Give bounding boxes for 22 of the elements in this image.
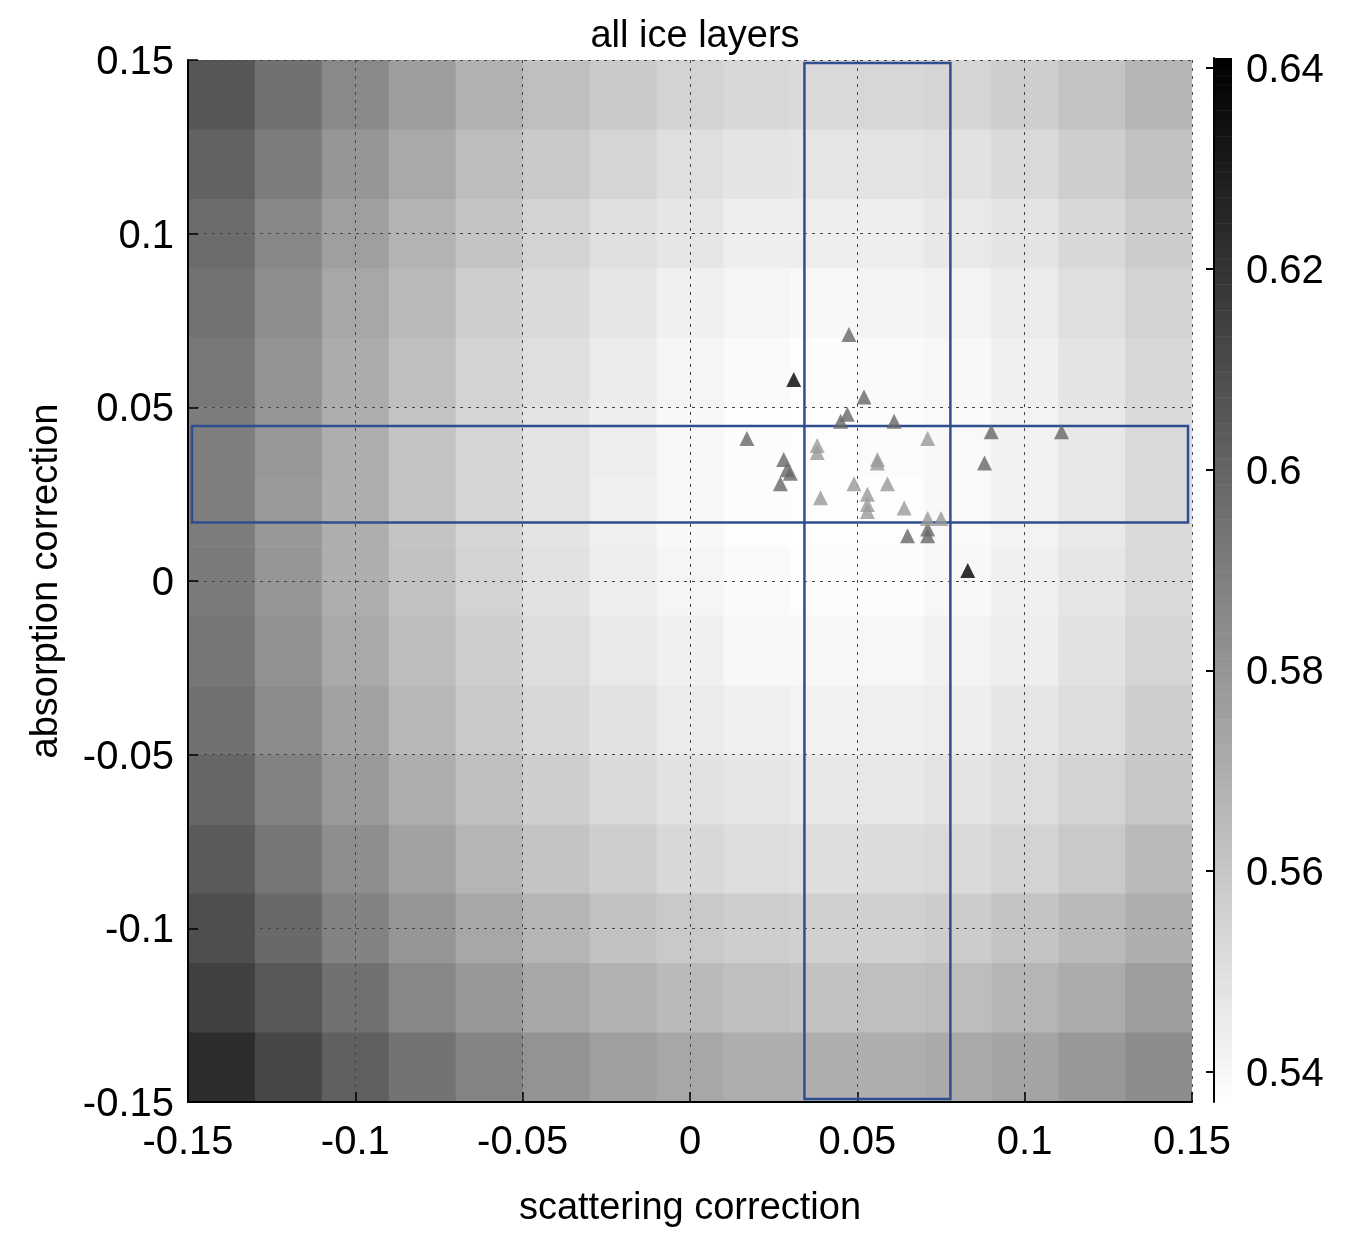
color-bar-label: 0.62 bbox=[1246, 246, 1324, 291]
color-bar-label: 0.6 bbox=[1246, 447, 1302, 492]
y-tick-label: 0 bbox=[151, 559, 174, 603]
color-bar-label: 0.54 bbox=[1246, 1049, 1324, 1094]
x-axis-title: scattering correction bbox=[518, 1185, 862, 1227]
color-bar-label: 0.58 bbox=[1246, 648, 1324, 693]
x-tick-label: 0.05 bbox=[818, 1118, 897, 1162]
x-tick-label: 0.15 bbox=[1153, 1118, 1231, 1162]
y-tick-label: 0.05 bbox=[96, 385, 174, 430]
color-bar-label: 0.56 bbox=[1246, 849, 1324, 894]
color-bar-label: 0.64 bbox=[1246, 46, 1324, 91]
y-tick-label: -0.15 bbox=[82, 1080, 174, 1124]
x-tick-label: 0 bbox=[678, 1118, 702, 1162]
x-tick-label: -0.1 bbox=[320, 1118, 390, 1162]
y-axis-title: absorption correction bbox=[23, 403, 65, 759]
y-tick-label: -0.1 bbox=[105, 906, 174, 951]
x-tick-label: 0.1 bbox=[996, 1118, 1053, 1162]
y-tick-label: 0.1 bbox=[118, 211, 174, 256]
chart-title: all ice layers bbox=[590, 13, 800, 55]
x-tick-label: -0.05 bbox=[477, 1118, 569, 1162]
y-tick-label: -0.05 bbox=[82, 732, 174, 777]
y-tick-label: 0.15 bbox=[96, 38, 174, 82]
